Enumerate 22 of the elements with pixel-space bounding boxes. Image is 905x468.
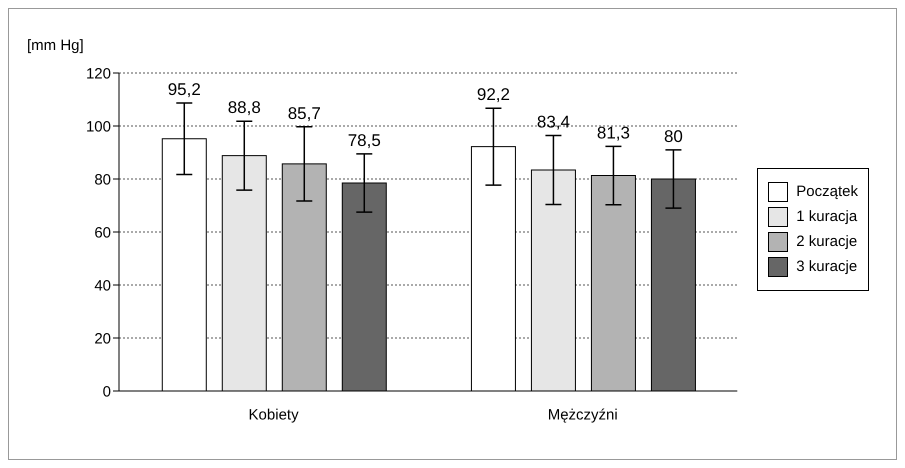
legend-label: 3 kuracje xyxy=(796,258,858,275)
y-tick-label: 20 xyxy=(94,330,111,348)
legend-label: 2 kuracje xyxy=(796,233,858,250)
data-label: 92,2 xyxy=(476,85,510,104)
y-tick-label: 80 xyxy=(94,171,111,188)
y-tick-label: 100 xyxy=(86,118,111,136)
y-tick-label: 60 xyxy=(94,224,111,242)
data-label: 85,7 xyxy=(288,104,321,123)
x-tick-label: Kobiety xyxy=(248,406,300,424)
data-label: 88,8 xyxy=(228,98,261,118)
data-label: 80 xyxy=(664,126,683,146)
y-axis-title: [mm Hg] xyxy=(27,37,84,54)
y-tick-label: 0 xyxy=(102,383,111,400)
legend-label: 1 kuracja xyxy=(796,208,858,225)
data-label: 81,3 xyxy=(596,123,630,142)
data-label: 78,5 xyxy=(348,130,381,150)
y-tick-label: 120 xyxy=(86,65,111,82)
data-label: 83,4 xyxy=(536,112,570,132)
y-tick-label: 40 xyxy=(94,277,111,294)
data-label: 95,2 xyxy=(168,80,201,99)
legend-label: Początek xyxy=(796,183,858,200)
x-tick-label: Mężczyźni xyxy=(548,406,618,424)
